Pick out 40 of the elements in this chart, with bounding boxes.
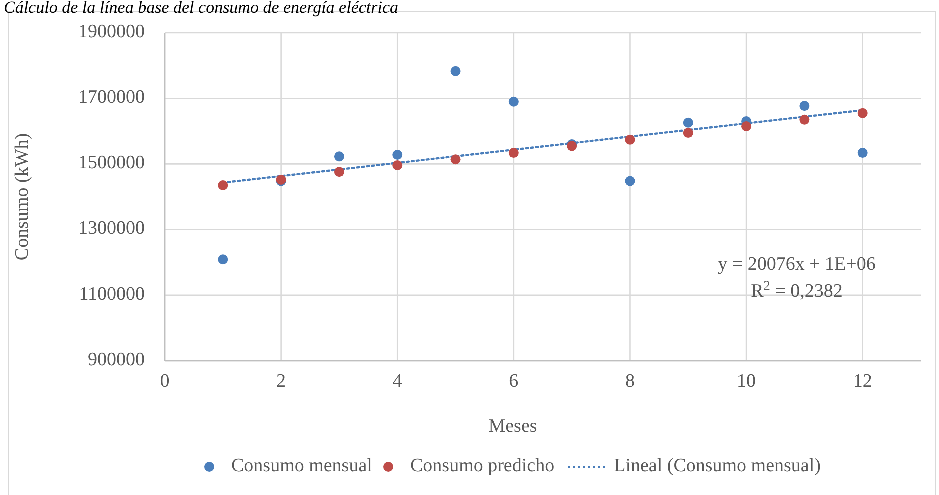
point	[858, 108, 868, 118]
point	[218, 180, 228, 191]
y-tick-label: 1700000	[78, 86, 145, 108]
y-tick-label: 1100000	[79, 284, 145, 305]
point	[742, 121, 752, 132]
point	[334, 152, 344, 162]
x-tick-label: 2	[276, 371, 286, 392]
point	[392, 150, 403, 160]
point	[683, 118, 694, 128]
legend-label: Consumo predicho	[410, 455, 555, 476]
y-tick-label: 1500000	[78, 152, 145, 174]
x-tick-label: 4	[392, 371, 403, 392]
chart-title: Cálculo de la línea base del consumo de energía eléctrica	[4, 0, 399, 17]
y-tick-label: 1300000	[78, 218, 145, 240]
annotation: y = 20076x + 1E+06	[718, 254, 876, 275]
point	[508, 148, 519, 158]
point	[508, 96, 519, 107]
annotation: R$^{2}$ = 0,2382	[751, 278, 843, 302]
point	[450, 66, 461, 76]
x-tick-label: 10	[737, 371, 756, 392]
point	[450, 154, 461, 165]
y-tick-label: 900000	[88, 349, 145, 370]
point	[392, 160, 403, 171]
legend-label: Consumo mensual	[232, 455, 372, 476]
x-axis-title: Meses	[488, 416, 538, 437]
point	[683, 128, 694, 138]
x-tick-label: 0	[160, 371, 170, 392]
point	[858, 148, 868, 158]
point	[218, 254, 228, 265]
legend-label: Lineal (Consumo mensual)	[614, 455, 821, 476]
x-tick-label: 6	[509, 371, 519, 392]
y-axis-title: Consumo (kWh)	[12, 133, 33, 261]
point	[334, 167, 344, 178]
x-tick-label: 12	[853, 371, 872, 392]
y-tick-label: 1900000	[78, 21, 145, 42]
point	[625, 134, 636, 145]
point	[800, 114, 810, 125]
point	[625, 176, 636, 186]
point	[800, 101, 810, 112]
x-tick-label: 8	[625, 371, 635, 392]
